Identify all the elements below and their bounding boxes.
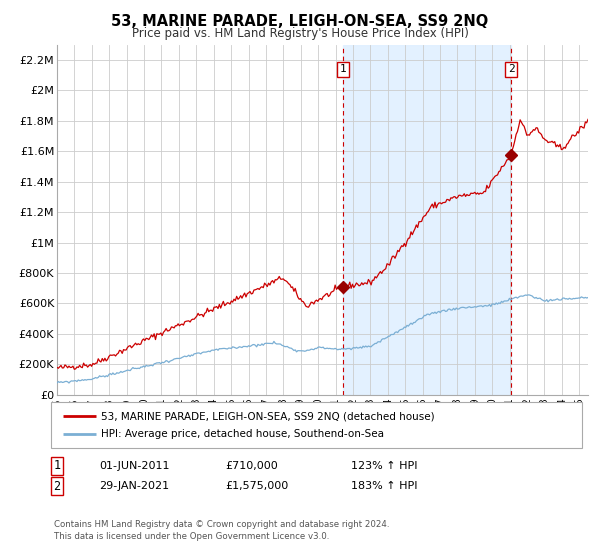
Text: 123% ↑ HPI: 123% ↑ HPI bbox=[351, 461, 418, 471]
Bar bbox=[343, 45, 511, 395]
Text: HPI: Average price, detached house, Southend-on-Sea: HPI: Average price, detached house, Sout… bbox=[101, 429, 384, 439]
Text: 1: 1 bbox=[53, 459, 61, 473]
Text: £710,000: £710,000 bbox=[225, 461, 278, 471]
Text: 183% ↑ HPI: 183% ↑ HPI bbox=[351, 481, 418, 491]
Text: This data is licensed under the Open Government Licence v3.0.: This data is licensed under the Open Gov… bbox=[54, 532, 329, 541]
Text: 29-JAN-2021: 29-JAN-2021 bbox=[99, 481, 169, 491]
Text: 2: 2 bbox=[53, 479, 61, 493]
Text: Contains HM Land Registry data © Crown copyright and database right 2024.: Contains HM Land Registry data © Crown c… bbox=[54, 520, 389, 529]
Text: 1: 1 bbox=[340, 64, 346, 74]
Text: 53, MARINE PARADE, LEIGH-ON-SEA, SS9 2NQ (detached house): 53, MARINE PARADE, LEIGH-ON-SEA, SS9 2NQ… bbox=[101, 411, 434, 421]
Text: 01-JUN-2011: 01-JUN-2011 bbox=[99, 461, 170, 471]
Text: £1,575,000: £1,575,000 bbox=[225, 481, 288, 491]
Text: Price paid vs. HM Land Registry's House Price Index (HPI): Price paid vs. HM Land Registry's House … bbox=[131, 27, 469, 40]
Text: 53, MARINE PARADE, LEIGH-ON-SEA, SS9 2NQ: 53, MARINE PARADE, LEIGH-ON-SEA, SS9 2NQ bbox=[112, 14, 488, 29]
Text: 2: 2 bbox=[508, 64, 514, 74]
